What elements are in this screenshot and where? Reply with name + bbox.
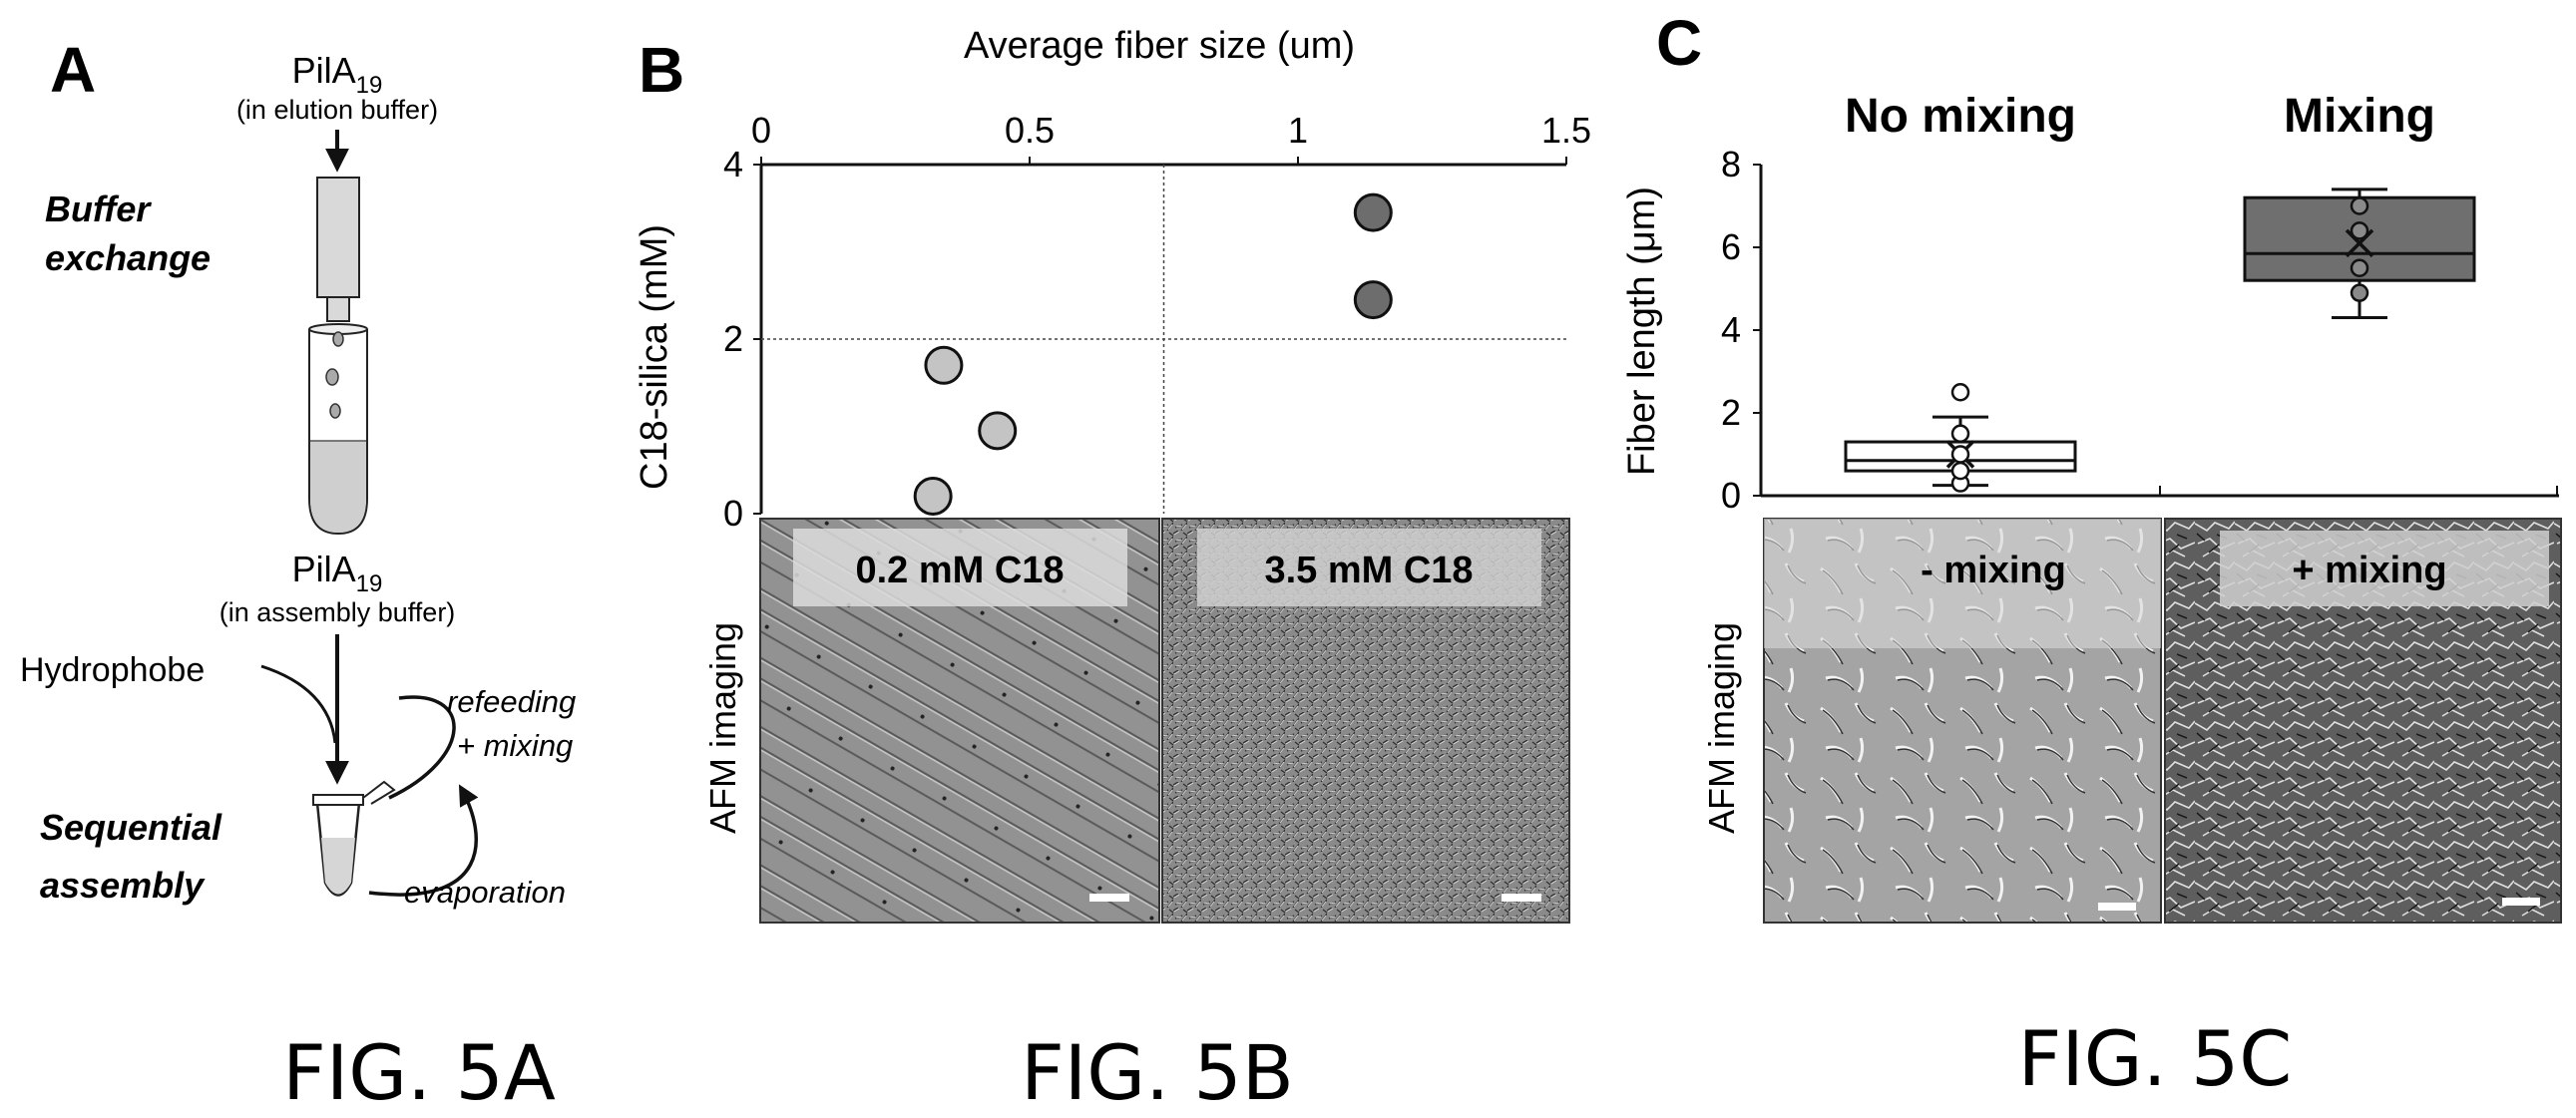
- box-chart: Fiber length (μm) 0 2 4 6 8 No mixing Mixing: [1621, 90, 2559, 516]
- box-y-tick-label: 2: [1721, 392, 1741, 433]
- panel-a: A PilA19 (in elution buffer) Buffer exch…: [20, 34, 576, 1117]
- box-category-label: No mixing: [1845, 90, 2076, 143]
- scatter-point-series-1: [913, 477, 953, 516]
- scale-bar: [1502, 894, 1541, 902]
- column-tube-icon: [308, 177, 368, 536]
- scale-bar: [2098, 903, 2136, 911]
- fig-5a-label: FIG. 5A: [282, 1028, 556, 1117]
- box-category-label: Mixing: [2284, 90, 2435, 143]
- afm-mixing-label: + mixing: [2292, 550, 2446, 591]
- fig-5c-label: FIG. 5C: [2018, 1014, 2293, 1103]
- eppendorf-tube-icon: [312, 780, 396, 897]
- box-data-point: [1950, 445, 1970, 464]
- box-data-point: [2350, 221, 2369, 240]
- scatter-point-series-1: [924, 345, 964, 385]
- scatter-point-series-2: [1353, 192, 1393, 232]
- evaporation-cycle-arrow: [368, 784, 479, 897]
- box-data-point: [1950, 461, 1970, 481]
- box-y-axis-title: Fiber length (μm): [1621, 186, 1663, 476]
- box-data-point: [2350, 283, 2369, 302]
- scale-bar: [2502, 898, 2540, 906]
- box-y-tick-label: 6: [1721, 226, 1741, 267]
- scatter-y-axis-title: C18-silica (mM): [634, 224, 675, 490]
- box-mean-marker: [2345, 228, 2374, 258]
- box-y-tick-label: 0: [1721, 475, 1741, 516]
- box-data-point: [2350, 196, 2369, 215]
- box-y-tick-label: 8: [1721, 144, 1741, 185]
- assembly-buffer-label: (in assembly buffer): [219, 597, 456, 627]
- afm-low-c18-label: 0.2 mM C18: [855, 550, 1064, 591]
- panel-c-letter: C: [1656, 7, 1702, 79]
- panel-a-letter: A: [50, 34, 96, 106]
- panel-b: B Average fiber size (um) C18-silica (mM…: [634, 25, 1591, 1117]
- sequential-assembly-label-line2: assembly: [40, 865, 206, 906]
- afm-image-high-c18: 3.5 mM C18: [1161, 518, 1570, 924]
- fig-5b-label: FIG. 5B: [1021, 1028, 1294, 1117]
- hydrophobe-label: Hydrophobe: [20, 651, 205, 689]
- scatter-x-axis-title: Average fiber size (um): [964, 25, 1355, 67]
- hydrophobe-arrow: [260, 664, 337, 744]
- buffer-exchange-label-line2: exchange: [45, 237, 211, 278]
- afm-imaging-label-c: AFM imaging: [1701, 622, 1742, 834]
- box-2: [2243, 187, 2476, 320]
- afm-imaging-label-b: AFM imaging: [702, 622, 743, 834]
- buffer-exchange-label-line1: Buffer: [45, 188, 152, 229]
- scatter-x-tick-label: 1: [1288, 110, 1308, 151]
- box-data-point: [1950, 424, 1970, 443]
- scatter-point-series-1: [978, 411, 1018, 451]
- scale-bar: [1089, 894, 1129, 902]
- afm-no-mixing-label: - mixing: [1921, 550, 2066, 591]
- scatter-point-series-2: [1353, 280, 1393, 320]
- mixing-label: + mixing: [457, 728, 573, 763]
- box-y-tick-label: 4: [1721, 309, 1741, 350]
- refeeding-cycle-arrow: [388, 695, 456, 800]
- afm-high-c18-label: 3.5 mM C18: [1264, 550, 1473, 591]
- protein-top-label: PilA19: [292, 50, 383, 99]
- scatter-chart: Average fiber size (um) C18-silica (mM) …: [634, 25, 1591, 534]
- elution-buffer-label: (in elution buffer): [236, 95, 438, 125]
- scatter-x-tick-label: 0.5: [1005, 110, 1055, 151]
- afm-image-mixing: + mixing: [2164, 518, 2562, 924]
- scatter-x-tick-label: 1.5: [1541, 110, 1591, 151]
- evaporation-label: evaporation: [404, 875, 566, 910]
- panel-c: C Fiber length (μm) 0 2 4 6 8 No mixing Mixin…: [1621, 7, 2562, 1103]
- scatter-y-tick-label: 2: [723, 318, 743, 359]
- afm-image-low-c18: 0.2 mM C18: [759, 518, 1160, 924]
- scatter-y-tick-label: 4: [723, 144, 743, 185]
- protein-mid-label: PilA19: [292, 549, 383, 597]
- box-1: [1844, 383, 2077, 493]
- box-data-point: [1950, 383, 1970, 402]
- sequential-assembly-label-line1: Sequential: [40, 807, 222, 848]
- refeeding-label: refeeding: [447, 684, 576, 719]
- scatter-y-tick-label: 0: [723, 493, 743, 534]
- panel-b-letter: B: [639, 34, 684, 106]
- scatter-x-tick-label: 0: [751, 110, 771, 151]
- afm-image-no-mixing: - mixing: [1763, 518, 2162, 924]
- box-data-point: [2350, 258, 2369, 277]
